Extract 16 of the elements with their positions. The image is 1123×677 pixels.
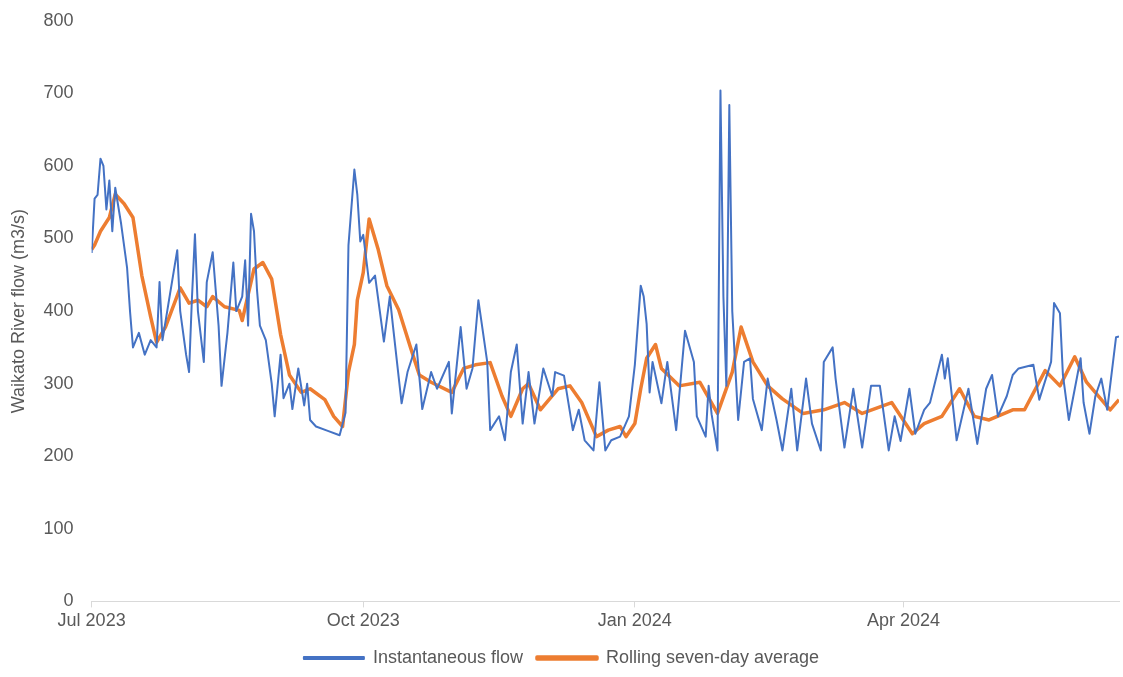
- x-tick-label: Apr 2024: [866, 610, 941, 631]
- y-tick-label: 200: [43, 445, 74, 466]
- x-tick-label: Jan 2024: [597, 610, 672, 631]
- legend-label: Instantaneous flow: [372, 646, 524, 667]
- x-tick-label: Jul 2023: [57, 610, 126, 631]
- y-tick-label: 700: [43, 82, 74, 103]
- y-axis-title: Waikato River flow (m3/s): [7, 208, 28, 414]
- y-tick-label: 0: [63, 590, 74, 611]
- y-tick-label: 500: [43, 227, 74, 248]
- y-tick-label: 400: [43, 300, 74, 321]
- y-tick-label: 300: [43, 372, 74, 393]
- legend-label: Rolling seven-day average: [605, 646, 820, 667]
- y-tick-label: 100: [43, 517, 74, 538]
- x-tick-label: Oct 2023: [326, 610, 400, 631]
- y-tick-label: 600: [43, 154, 74, 175]
- y-tick-label: 800: [43, 9, 74, 30]
